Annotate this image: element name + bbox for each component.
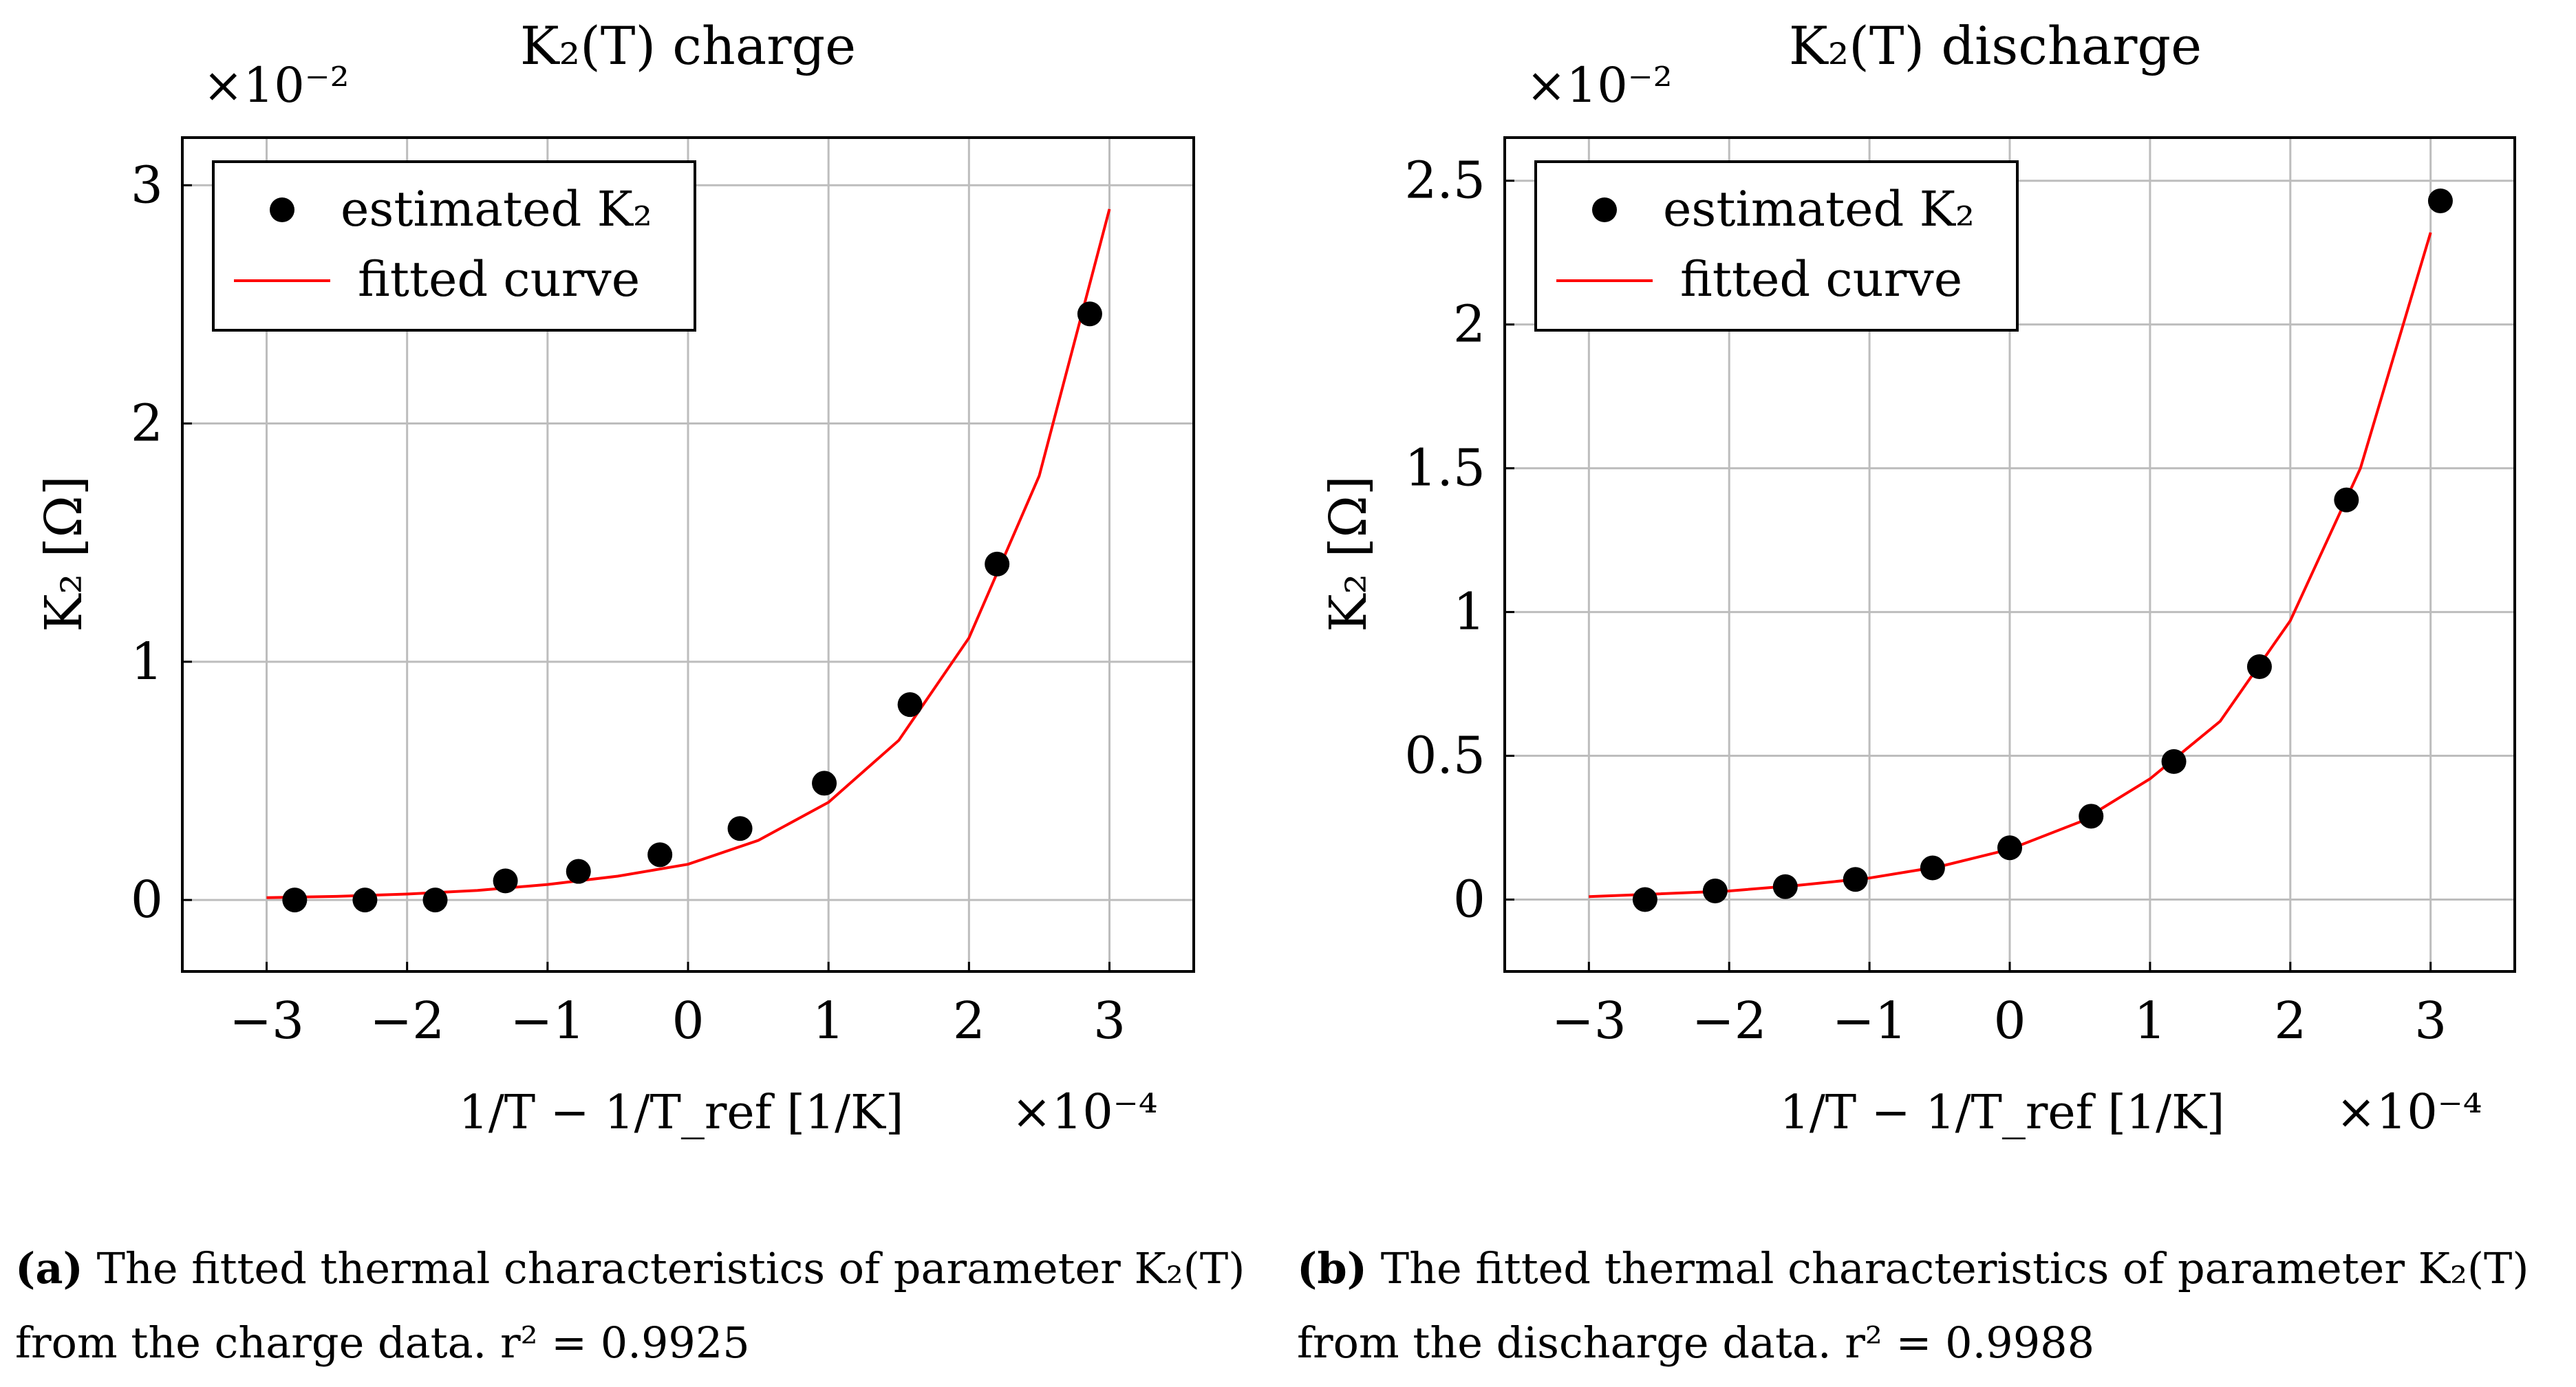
x-tick-label: 0 (1993, 991, 2026, 1051)
y-multiplier: ×10⁻² (203, 57, 350, 114)
y-tick-label: 1 (131, 632, 163, 691)
caption-label: (b) (1297, 1243, 1368, 1293)
y-tick-label: 1.5 (1404, 439, 1485, 498)
legend: estimated K₂ fitted curve (1534, 160, 2019, 332)
caption-b: (b) The fitted thermal characteristics o… (1297, 1232, 2570, 1380)
y-axis-label: K₂ [Ω] (34, 475, 94, 632)
data-point (1772, 874, 1798, 899)
x-tick-label: −2 (369, 991, 444, 1051)
x-multiplier: ×10⁻⁴ (2336, 1084, 2482, 1140)
data-point (566, 859, 591, 884)
plot-frame (181, 136, 1195, 973)
y-tick-label: 2.5 (1404, 151, 1485, 211)
data-point (1920, 855, 1945, 881)
y-axis-label: K₂ [Ω] (1319, 475, 1378, 632)
x-tick-label: −3 (1552, 991, 1627, 1051)
y-tick-label: 1 (1453, 583, 1485, 642)
data-point (727, 816, 753, 841)
x-multiplier: ×10⁻⁴ (1011, 1084, 1158, 1140)
data-point (352, 888, 378, 913)
data-point (985, 551, 1010, 577)
x-axis-label: 1/T − 1/T_ref [1/K] (459, 1086, 904, 1140)
data-point (1997, 835, 2022, 861)
plot-frame (1503, 136, 2516, 973)
legend-marker-estimated (270, 197, 294, 222)
caption-text: The fitted thermal characteristics of pa… (15, 1243, 1245, 1368)
caption-text: The fitted thermal characteristics of pa… (1297, 1243, 2529, 1368)
legend-marker-estimated (1592, 197, 1617, 222)
x-tick-label: −3 (229, 991, 304, 1051)
tick-labels: −3 −2 −1 0 1 2 3 0 0.5 1 1.5 2 2.5 (1404, 151, 2447, 1051)
legend-label-fitted: fitted curve (358, 251, 640, 308)
data-point (2334, 487, 2359, 513)
tick-labels: −3 −2 −1 0 1 2 3 0 1 2 3 (131, 155, 1126, 1051)
data-point (897, 692, 923, 718)
data-point (1077, 301, 1102, 327)
y-tick-label: 0.5 (1404, 727, 1485, 786)
x-tick-label: 2 (2274, 991, 2306, 1051)
x-tick-label: 2 (953, 991, 985, 1051)
data-point (1632, 887, 1657, 912)
data-point (2246, 654, 2272, 679)
legend: estimated K₂ fitted curve (212, 160, 696, 332)
data-point (1702, 878, 1728, 903)
x-tick-label: 0 (672, 991, 704, 1051)
data-point (2161, 749, 2187, 774)
legend-label-estimated: estimated K₂ (1663, 181, 1975, 237)
chart-title: K₂(T) charge (520, 15, 856, 76)
x-tick-label: −2 (1692, 991, 1767, 1051)
caption-label: (a) (15, 1243, 83, 1293)
x-axis-label: 1/T − 1/T_ref [1/K] (1780, 1086, 2225, 1140)
y-tick-label: 3 (131, 155, 163, 215)
chart-title: K₂(T) discharge (1789, 15, 2202, 76)
data-point (2427, 188, 2453, 213)
data-point (1843, 867, 1868, 892)
legend-label-fitted: fitted curve (1680, 251, 1962, 308)
series-layer (266, 208, 1111, 913)
x-tick-label: −1 (1832, 991, 1907, 1051)
series-layer (1589, 188, 2453, 912)
x-tick-label: 1 (813, 991, 845, 1051)
legend-label-estimated: estimated K₂ (341, 181, 652, 237)
y-multiplier: ×10⁻² (1526, 57, 1673, 114)
y-tick-label: 0 (131, 870, 163, 929)
legend-box (1534, 160, 2019, 332)
caption-a: (a) The fitted thermal characteristics o… (15, 1232, 1295, 1380)
data-point (812, 771, 837, 796)
x-tick-label: 3 (1093, 991, 1126, 1051)
x-tick-label: 3 (2414, 991, 2447, 1051)
legend-box (212, 160, 696, 332)
data-point (493, 868, 518, 894)
x-tick-label: 1 (2134, 991, 2166, 1051)
y-tick-label: 2 (131, 394, 163, 453)
data-point (647, 842, 673, 868)
y-tick-label: 0 (1453, 870, 1485, 929)
y-tick-label: 2 (1453, 295, 1485, 354)
chart-panel-discharge: −3 −2 −1 0 1 2 3 0 0.5 1 1.5 2 2.5 K₂(T) discharge ×… (1319, 15, 2516, 1140)
data-point (2079, 804, 2104, 829)
data-point (282, 888, 308, 913)
fitted-curve-line (266, 208, 1111, 899)
x-tick-label: −1 (510, 991, 585, 1051)
data-point (422, 888, 448, 913)
